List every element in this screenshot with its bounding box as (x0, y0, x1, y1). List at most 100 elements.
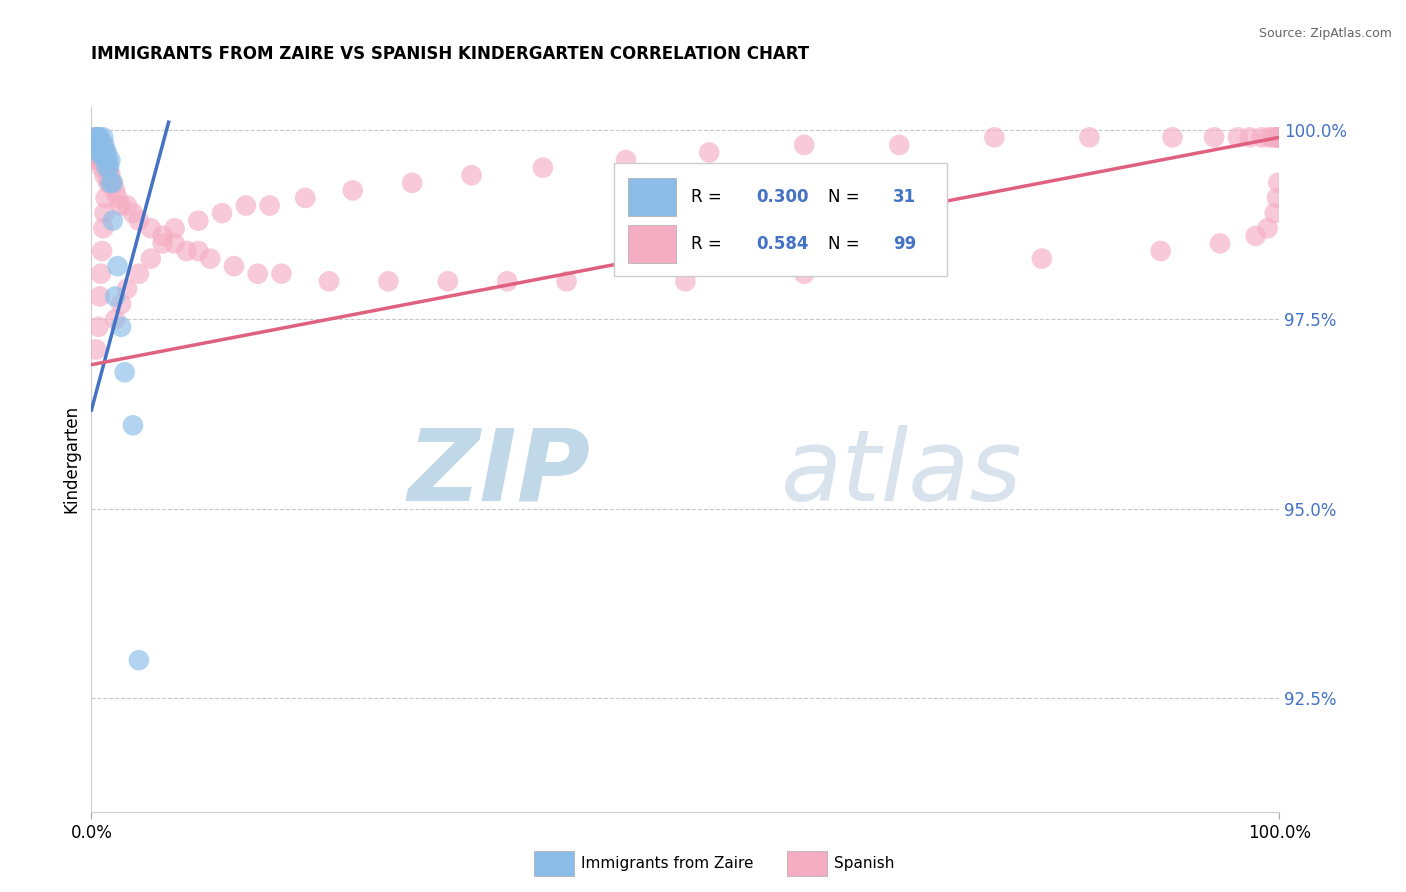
Point (87, 130, 110, 145)
Point (93, 137, 115, 152)
Text: Spanish: Spanish (834, 856, 894, 871)
Point (1161, 130, 1184, 145)
Point (96, 161, 118, 175)
Point (122, 206, 145, 220)
Point (139, 221, 162, 235)
Point (110, 297, 132, 311)
Point (1265, 191, 1288, 205)
Point (128, 653, 150, 667)
Point (91, 137, 114, 152)
Point (1078, 130, 1101, 145)
Point (139, 252, 162, 266)
Text: 99: 99 (893, 235, 917, 253)
Point (107, 191, 129, 205)
Point (110, 198, 132, 212)
Point (94, 153, 117, 167)
Point (89, 137, 111, 152)
Point (115, 198, 138, 212)
Point (97, 153, 120, 167)
Point (122, 418, 145, 433)
FancyBboxPatch shape (614, 163, 946, 277)
Point (104, 183, 127, 197)
Point (84, 137, 107, 152)
Point (97, 161, 120, 175)
Point (176, 244, 198, 258)
Point (531, 161, 554, 175)
Point (90, 267, 112, 281)
Point (115, 282, 138, 296)
Point (84, 137, 107, 152)
Point (91, 145, 114, 160)
Point (270, 267, 292, 281)
Point (1267, 130, 1289, 145)
Point (1264, 130, 1286, 145)
Point (1244, 228, 1267, 243)
Point (93, 206, 115, 220)
Text: Source: ZipAtlas.com: Source: ZipAtlas.com (1258, 27, 1392, 40)
Point (86, 145, 108, 160)
Point (101, 176, 124, 190)
Point (101, 176, 124, 190)
Point (90, 153, 112, 167)
Point (100, 168, 122, 182)
Point (460, 168, 482, 182)
Point (1257, 130, 1279, 145)
Point (101, 213, 124, 227)
Point (93, 168, 115, 182)
Point (614, 153, 637, 167)
Point (377, 274, 399, 288)
Point (673, 274, 696, 288)
Point (114, 365, 136, 379)
Point (697, 145, 720, 160)
Point (86, 130, 108, 145)
Point (1250, 130, 1272, 145)
Point (98, 168, 121, 182)
Point (1204, 130, 1226, 145)
Point (1226, 130, 1249, 145)
Point (91, 145, 114, 160)
Point (128, 267, 150, 281)
Text: N =: N = (828, 235, 865, 253)
Text: 0.300: 0.300 (756, 188, 810, 206)
Point (1267, 176, 1289, 190)
Point (96, 161, 118, 175)
Y-axis label: Kindergarten: Kindergarten (62, 405, 80, 514)
Point (93, 145, 115, 160)
Point (152, 236, 174, 251)
Text: R =: R = (692, 235, 727, 253)
Point (104, 312, 127, 326)
Point (1267, 130, 1289, 145)
FancyBboxPatch shape (628, 225, 676, 263)
Point (107, 259, 129, 273)
Text: atlas: atlas (780, 425, 1022, 522)
Point (100, 176, 122, 190)
Point (87, 319, 110, 334)
Point (86, 145, 108, 160)
Point (496, 274, 519, 288)
Point (436, 274, 458, 288)
Text: Immigrants from Zaire: Immigrants from Zaire (581, 856, 754, 871)
Text: R =: R = (692, 188, 727, 206)
Point (87, 130, 110, 145)
Point (163, 236, 186, 251)
Point (1261, 130, 1284, 145)
Point (911, 259, 934, 273)
Point (84, 130, 107, 145)
Point (91, 221, 114, 235)
Point (90, 137, 112, 152)
Point (1149, 244, 1171, 258)
Point (100, 176, 122, 190)
Point (100, 153, 122, 167)
Point (89, 145, 111, 160)
Point (163, 221, 186, 235)
Point (91, 244, 114, 258)
Point (342, 183, 364, 197)
Point (110, 319, 132, 334)
Point (91, 153, 114, 167)
Point (187, 244, 209, 258)
Point (98, 161, 121, 175)
Point (235, 198, 257, 212)
Point (91, 161, 114, 175)
Point (87, 145, 110, 160)
Point (1257, 221, 1279, 235)
